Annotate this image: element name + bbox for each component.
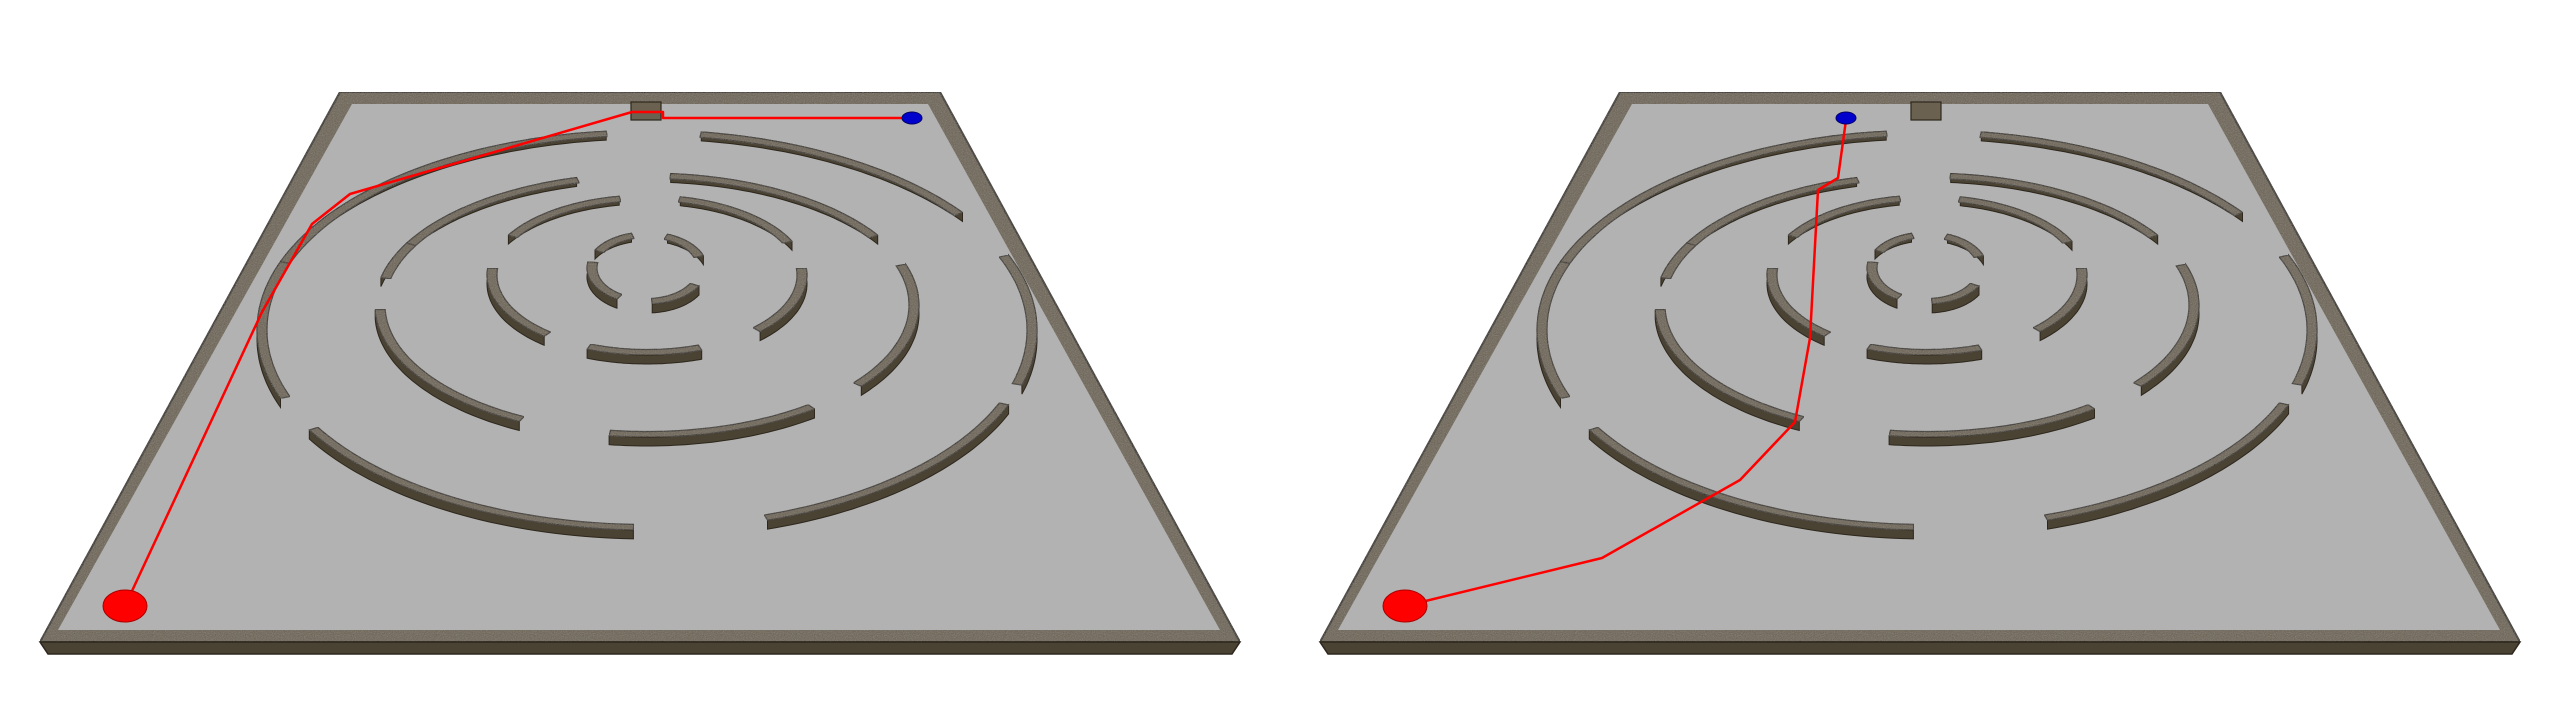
ring-wall-top bbox=[586, 261, 624, 300]
start-marker-left bbox=[102, 589, 148, 623]
panels-group bbox=[38, 91, 2522, 655]
ring-wall-top bbox=[1679, 176, 1861, 253]
ring-wall-top bbox=[669, 172, 879, 239]
ring-wall-top bbox=[2031, 267, 2088, 333]
outer-wall-front bbox=[38, 641, 1242, 655]
ring-wall-top bbox=[1654, 308, 1806, 423]
planned-path-left bbox=[123, 110, 912, 607]
ring-wall-top bbox=[1866, 261, 1904, 300]
ring-wall-top bbox=[507, 195, 622, 239]
ring-wall-top bbox=[763, 402, 1010, 521]
maze-panel-right bbox=[1318, 91, 2522, 655]
ring-wall-top bbox=[2132, 263, 2200, 387]
ring-wall-top bbox=[399, 176, 581, 253]
ring-wall-top bbox=[1943, 233, 1985, 259]
ring-wall-top bbox=[998, 254, 1038, 386]
ring-wall-top bbox=[1930, 282, 1981, 305]
ring-wall-top bbox=[1873, 232, 1915, 254]
maze-floor bbox=[58, 104, 1220, 630]
ring-wall-top bbox=[1787, 195, 1902, 239]
maze-floor bbox=[1338, 104, 2500, 630]
ring-wall-top bbox=[751, 267, 808, 333]
ring-wall-top bbox=[586, 343, 703, 356]
start-marker-right bbox=[1382, 589, 1428, 623]
ring-wall-top bbox=[1888, 404, 2096, 438]
ring-wall-top bbox=[380, 242, 417, 280]
ring-wall-top bbox=[1559, 130, 1889, 265]
ring-wall-top bbox=[1588, 426, 1915, 531]
ring-wall-top bbox=[663, 233, 705, 259]
goal-marker-left bbox=[901, 111, 923, 125]
ring-wall-top bbox=[677, 196, 794, 245]
ring-wall-top bbox=[486, 267, 552, 337]
top-connector-wall bbox=[1910, 101, 1942, 121]
planned-path-right bbox=[1404, 119, 1848, 608]
ring-wall-top bbox=[2043, 402, 2290, 521]
ring-wall-top bbox=[593, 232, 635, 254]
ring-wall-top bbox=[1660, 242, 1697, 280]
ring-wall-top bbox=[1957, 196, 2074, 245]
ring-wall-top bbox=[608, 404, 816, 438]
ring-wall-top bbox=[1979, 131, 2244, 217]
ring-wall-top bbox=[650, 282, 701, 305]
ring-wall-top bbox=[852, 263, 920, 387]
ring-wall-top bbox=[374, 308, 526, 423]
ring-wall-top bbox=[1949, 172, 2159, 239]
ring-wall-top bbox=[699, 131, 964, 217]
maze-panel-left bbox=[38, 91, 1242, 655]
ring-wall-top bbox=[1536, 260, 1571, 400]
goal-marker-right bbox=[1835, 111, 1857, 125]
ring-wall-top bbox=[308, 426, 635, 531]
ring-wall-top bbox=[279, 130, 609, 265]
ring-wall-top bbox=[2278, 254, 2318, 386]
ring-wall-top bbox=[1766, 267, 1832, 337]
outer-wall-front bbox=[1318, 641, 2522, 655]
ring-wall-top bbox=[1866, 343, 1983, 356]
